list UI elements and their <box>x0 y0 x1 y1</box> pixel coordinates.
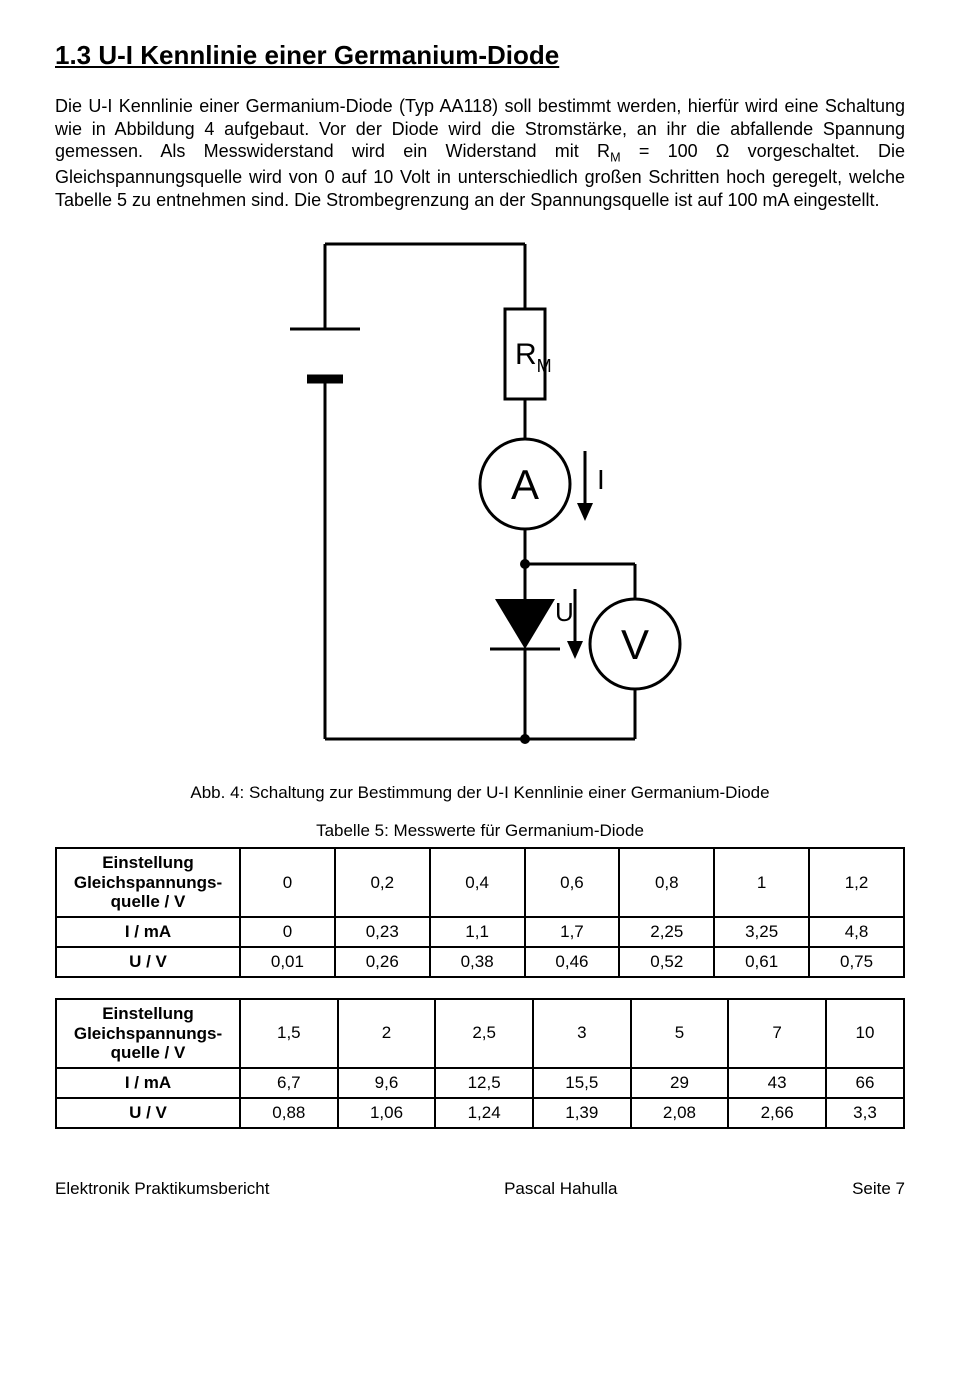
row-header: EinstellungGleichspannungs-quelle / V <box>56 999 240 1068</box>
cell: 43 <box>728 1068 826 1098</box>
table-row: EinstellungGleichspannungs-quelle / V 1,… <box>56 999 904 1068</box>
footer-center: Pascal Hahulla <box>504 1179 617 1199</box>
cell: 0,4 <box>430 848 525 917</box>
cell: 0,6 <box>525 848 620 917</box>
cell: 29 <box>631 1068 729 1098</box>
data-table-1: EinstellungGleichspannungs-quelle / V 0 … <box>55 847 905 978</box>
cell: 0,2 <box>335 848 430 917</box>
row-header: I / mA <box>56 917 240 947</box>
cell: 2 <box>338 999 436 1068</box>
cell: 15,5 <box>533 1068 631 1098</box>
table-row: U / V 0,01 0,26 0,38 0,46 0,52 0,61 0,75 <box>56 947 904 977</box>
cell: 0,8 <box>619 848 714 917</box>
figure-caption: Abb. 4: Schaltung zur Bestimmung der U-I… <box>55 783 905 803</box>
cell: 0,75 <box>809 947 904 977</box>
table-row: EinstellungGleichspannungs-quelle / V 0 … <box>56 848 904 917</box>
current-label: I <box>597 464 605 495</box>
footer-right: Seite 7 <box>852 1179 905 1199</box>
section-heading: 1.3 U-I Kennlinie einer Germanium-Diode <box>55 40 905 71</box>
cell: 6,7 <box>240 1068 338 1098</box>
cell: 1,1 <box>430 917 525 947</box>
table-caption: Tabelle 5: Messwerte für Germanium-Diode <box>55 821 905 841</box>
cell: 0,52 <box>619 947 714 977</box>
cell: 2,66 <box>728 1098 826 1128</box>
cell: 1,5 <box>240 999 338 1068</box>
intro-paragraph: Die U-I Kennlinie einer Germanium-Diode … <box>55 95 905 211</box>
cell: 1 <box>714 848 809 917</box>
cell: 12,5 <box>435 1068 533 1098</box>
table-row: U / V 0,88 1,06 1,24 1,39 2,08 2,66 3,3 <box>56 1098 904 1128</box>
footer-left: Elektronik Praktikumsbericht <box>55 1179 269 1199</box>
cell: 9,6 <box>338 1068 436 1098</box>
row-header: EinstellungGleichspannungs-quelle / V <box>56 848 240 917</box>
cell: 1,2 <box>809 848 904 917</box>
cell: 3,3 <box>826 1098 904 1128</box>
table-row: I / mA 0 0,23 1,1 1,7 2,25 3,25 4,8 <box>56 917 904 947</box>
cell: 1,06 <box>338 1098 436 1128</box>
cell: 0,88 <box>240 1098 338 1128</box>
cell: 2,08 <box>631 1098 729 1128</box>
circuit-diagram: RM A I V <box>55 229 905 769</box>
cell: 3,25 <box>714 917 809 947</box>
cell: 1,24 <box>435 1098 533 1128</box>
cell: 0 <box>240 917 335 947</box>
ammeter-label: A <box>511 461 539 508</box>
cell: 4,8 <box>809 917 904 947</box>
cell: 0,38 <box>430 947 525 977</box>
voltmeter-label: V <box>621 621 649 668</box>
cell: 66 <box>826 1068 904 1098</box>
page-footer: Elektronik Praktikumsbericht Pascal Hahu… <box>55 1179 905 1199</box>
cell: 0,26 <box>335 947 430 977</box>
voltage-label: U <box>555 597 574 627</box>
cell: 2,25 <box>619 917 714 947</box>
cell: 0,23 <box>335 917 430 947</box>
cell: 1,39 <box>533 1098 631 1128</box>
cell: 0 <box>240 848 335 917</box>
table-row: I / mA 6,7 9,6 12,5 15,5 29 43 66 <box>56 1068 904 1098</box>
cell: 0,46 <box>525 947 620 977</box>
row-header: I / mA <box>56 1068 240 1098</box>
cell: 0,01 <box>240 947 335 977</box>
row-header: U / V <box>56 1098 240 1128</box>
cell: 0,61 <box>714 947 809 977</box>
cell: 2,5 <box>435 999 533 1068</box>
cell: 10 <box>826 999 904 1068</box>
cell: 3 <box>533 999 631 1068</box>
cell: 7 <box>728 999 826 1068</box>
row-header: U / V <box>56 947 240 977</box>
cell: 1,7 <box>525 917 620 947</box>
cell: 5 <box>631 999 729 1068</box>
data-table-2: EinstellungGleichspannungs-quelle / V 1,… <box>55 998 905 1129</box>
